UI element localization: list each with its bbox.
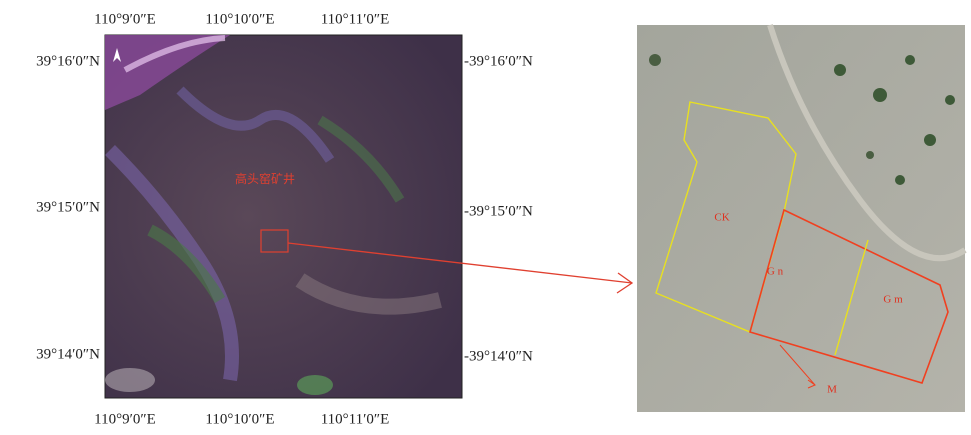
plot-label: CK [714, 212, 729, 224]
top-lon-label: 110°11′0″E [321, 11, 390, 27]
bottom-lon-label: 110°9′0″E [94, 411, 156, 427]
bottom-lon-label: 110°11′0″E [321, 411, 390, 427]
figure: 110°9′0″E 110°10′0″E 110°11′0″E 110°9′0″… [0, 0, 971, 435]
right-lat-label: -39°14′0″N [464, 348, 533, 364]
satellite-map [105, 35, 462, 398]
left-lat-label: 39°16′0″N [36, 53, 100, 69]
left-lat-label: 39°15′0″N [36, 199, 100, 215]
site-label: 高头窑矿井 [235, 171, 295, 186]
bottom-lon-label: 110°10′0″E [205, 411, 274, 427]
top-lon-label: 110°9′0″E [94, 11, 156, 27]
aerial-image [637, 25, 965, 412]
left-lat-label: 39°14′0″N [36, 346, 100, 362]
right-lat-label: -39°15′0″N [464, 203, 533, 219]
plot-label: G n [767, 266, 784, 278]
top-lon-label: 110°10′0″E [205, 11, 274, 27]
right-lat-label: -39°16′0″N [464, 53, 533, 69]
arrow-label: M [827, 384, 837, 396]
plot-label: G m [883, 294, 903, 306]
